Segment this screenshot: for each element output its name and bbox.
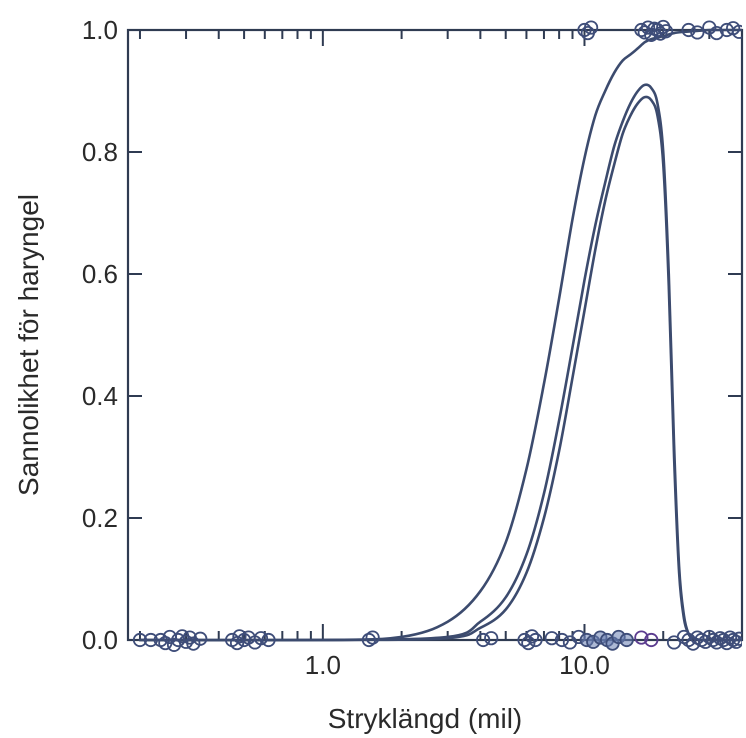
data-point	[524, 629, 540, 644]
data-point	[705, 632, 721, 648]
x-tick-label: 1.0	[305, 650, 341, 680]
y-tick-label: 0.2	[82, 503, 118, 533]
data-point	[484, 631, 499, 646]
data-point	[709, 25, 724, 41]
data-point	[132, 632, 148, 648]
fitted-curve-2	[138, 83, 742, 642]
data-point	[644, 632, 659, 648]
data-point	[261, 632, 276, 648]
data-point	[229, 635, 245, 651]
data-point	[193, 631, 208, 646]
data-point	[577, 22, 592, 38]
data-point	[709, 635, 724, 650]
data-point	[732, 24, 742, 39]
data-point	[681, 22, 696, 38]
data-point	[729, 634, 742, 649]
data-point	[361, 632, 377, 648]
data-point	[476, 632, 491, 648]
y-tick-label: 0.8	[82, 137, 118, 167]
y-axis-title: Sannolikhet för haryngel	[13, 194, 44, 496]
data-point	[619, 632, 634, 648]
data-point	[690, 25, 705, 40]
fitted-curve-3	[138, 95, 742, 642]
data-point	[658, 24, 674, 39]
x-axis-title: Stryklängd (mil)	[328, 703, 522, 734]
plot-frame	[126, 28, 744, 642]
data-point	[583, 20, 599, 35]
data-point	[178, 634, 194, 649]
fitted-curve-1	[138, 28, 742, 642]
data-point	[634, 630, 649, 645]
data-point	[253, 631, 269, 646]
y-tick-label: 1.0	[82, 15, 118, 45]
data-point	[640, 20, 656, 35]
x-tick-label: 10.0	[559, 650, 610, 680]
y-tick-label: 0.4	[82, 381, 118, 411]
data-point	[517, 632, 532, 648]
data-point	[521, 635, 536, 651]
data-point	[732, 631, 742, 646]
data-point	[528, 632, 543, 648]
data-point	[365, 630, 380, 645]
y-tick-label: 0.6	[82, 259, 118, 289]
data-point	[232, 629, 247, 644]
data-point	[554, 632, 570, 648]
data-point	[143, 632, 158, 648]
data-point	[544, 631, 559, 646]
y-tick-label: 0.0	[82, 625, 118, 655]
